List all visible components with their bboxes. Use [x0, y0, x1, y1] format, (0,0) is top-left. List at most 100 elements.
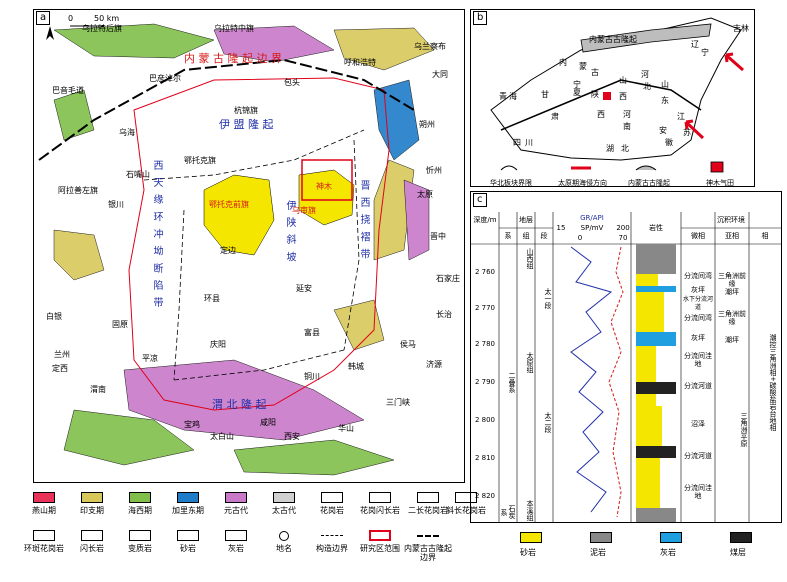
micro-9: 分流间洼地: [684, 484, 712, 500]
place-baiyin: 白银: [46, 312, 62, 321]
uplift-belt: [580, 23, 712, 53]
prov-an: 安: [659, 126, 667, 135]
place-shizuishan: 石嘴山: [126, 170, 150, 179]
region-shenmu: 神木: [316, 182, 332, 191]
prov-hu: 湖: [606, 144, 614, 153]
prov-he2: 河: [623, 110, 631, 119]
place-huashan: 华山: [338, 424, 354, 433]
leg-rapakivi-swatch: [33, 530, 55, 541]
hdr-sub: 亚相: [725, 232, 739, 240]
leg-yinzhi: 印支期: [80, 506, 104, 515]
lith-limestone-swatch: [660, 532, 682, 543]
hdr-gr: GR/API: [580, 214, 604, 222]
hdr-system: 系: [504, 232, 512, 240]
place-bayinmaodao: 巴音毛道: [52, 86, 84, 95]
leg-haixi-swatch: [129, 492, 151, 503]
place-shijiazhuang: 石家庄: [436, 274, 460, 283]
region-north: 伊 盟 隆 起: [219, 118, 274, 131]
leg-yuangu: 元古代: [224, 506, 248, 515]
leg-diorite: 闪长岩: [80, 544, 104, 553]
prov-he: 河: [641, 70, 649, 79]
transgression-arrow-2: [684, 119, 705, 140]
panel-c-log: c: [470, 191, 782, 523]
place-jiyuan: 济源: [426, 360, 442, 369]
leg-plagiogranite: 斜长花岗岩: [446, 506, 486, 515]
place-sanmenxia: 三门峡: [386, 398, 410, 407]
hdr-section: 段: [540, 232, 548, 240]
place-houma: 侯马: [400, 340, 416, 349]
hdr-env: 沉积环境: [717, 216, 745, 224]
inset-legend-2: 太原期海侵方向: [558, 179, 607, 187]
sub-2: 三角洲前缘: [718, 310, 746, 326]
lith-sandstone-swatch: [520, 532, 542, 543]
prov-bei2: 北: [621, 144, 629, 153]
transgression-arrow-1: [724, 52, 744, 72]
prov-nei: 内: [559, 58, 567, 67]
plate-boundary: [500, 79, 702, 131]
sub-4: 三角洲平原: [740, 412, 748, 447]
place-yanan: 延安: [296, 284, 312, 293]
structural-boundary-4: [173, 349, 345, 381]
hdr-facies: 相: [761, 232, 769, 240]
region-south: 渭 北 隆 起: [212, 398, 267, 411]
leg-yanshan-swatch: [33, 492, 55, 503]
leg-plagiogranite-swatch: [455, 492, 477, 503]
leg-uplift-swatch: [417, 535, 439, 537]
system-carboniferous: 石炭系: [500, 505, 516, 519]
hdr-depth: 深度/m: [473, 216, 497, 224]
leg-yanshan: 燕山期: [32, 506, 56, 515]
panel-c-label: c: [473, 193, 487, 207]
place-taibaishan: 太白山: [210, 432, 234, 441]
place-huhehaote: 呼和浩特: [344, 58, 376, 67]
place-baoji: 宝鸡: [184, 420, 200, 429]
place-tongchuan: 铜川: [304, 372, 320, 381]
micro-3: 分流间湾: [684, 314, 712, 322]
prov-shan3: 山: [661, 80, 669, 89]
depth-2820: 2 820: [474, 492, 496, 500]
micro-5: 分流间洼地: [684, 352, 712, 368]
prov-shan: 陕: [591, 90, 599, 99]
micro-6: 分流河道: [684, 382, 712, 390]
leg-granite: 花岗岩: [320, 506, 344, 515]
lithology-column: [636, 244, 676, 522]
inset-legend-3: 内蒙古古隆起: [628, 179, 670, 187]
leg-taigu: 太古代: [272, 506, 296, 515]
scale-zero: 0: [68, 14, 74, 23]
leg-rapakivi: 环斑花岗岩: [24, 544, 64, 553]
sub-3: 潮坪: [725, 336, 739, 344]
place-huanxian: 环县: [204, 294, 220, 303]
depth-2780: 2 780: [474, 340, 496, 348]
prov-gu: 古: [591, 68, 599, 77]
depth-2760: 2 760: [474, 268, 496, 276]
prov-bei: 北: [643, 82, 651, 91]
place-qingyang: 庆阳: [210, 340, 226, 349]
depth-2800: 2 800: [474, 416, 496, 424]
scale-value: 50 km: [94, 14, 120, 23]
place-changzhi: 长治: [436, 310, 452, 319]
region-west: 西 天 缘 环 冲 坳 断 陷 带: [151, 160, 162, 310]
place-bayannaoer: 巴彦淖尔: [149, 74, 181, 83]
micro-8: 分流河道: [684, 452, 712, 460]
place-dingbian: 定边: [220, 246, 236, 255]
leg-granite-swatch: [321, 492, 343, 503]
prov-chuan: 川: [525, 138, 533, 147]
region-area2: 鄂托克前旗: [209, 200, 249, 209]
prov-liao: 辽: [691, 40, 699, 49]
prov-qinghai: 青: [499, 92, 507, 101]
hdr-strat: 地层: [519, 216, 533, 224]
leg-uplift: 内蒙古古隆起边界: [404, 544, 452, 562]
structural-boundary-3: [343, 139, 360, 351]
lith-limestone-label: 灰岩: [660, 548, 676, 557]
micro-2: 水下分流河道: [682, 296, 713, 311]
prov-dong: 东: [661, 96, 669, 105]
place-jinzhong: 晋中: [430, 232, 446, 241]
leg-jialidong: 加里东期: [172, 506, 204, 515]
place-taiyuan: 太原: [417, 190, 433, 199]
inset-title: 内蒙古古隆起: [589, 35, 637, 44]
prov-hai: 海: [509, 92, 517, 101]
sub-0: 三角洲前缘: [718, 272, 746, 288]
place-wuhai: 乌海: [119, 128, 135, 137]
study-area-frame: [301, 159, 353, 201]
prov-jiang: 江: [677, 112, 685, 121]
prov-xi2: 西: [619, 92, 627, 101]
